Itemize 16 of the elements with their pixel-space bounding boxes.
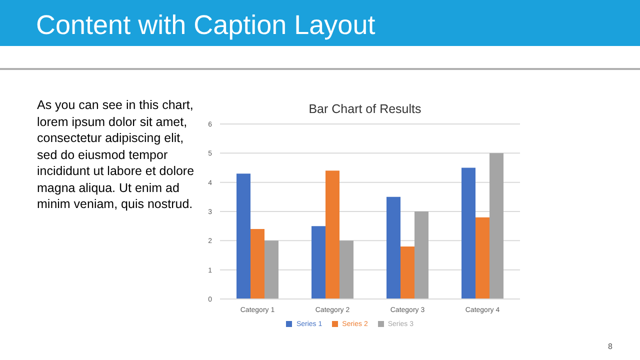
bar (490, 153, 504, 299)
bar (340, 240, 354, 299)
bar (476, 217, 490, 299)
bar (312, 226, 326, 299)
bar (414, 212, 428, 299)
bar (326, 170, 340, 299)
bar (250, 229, 264, 299)
text: 8 (608, 342, 612, 351)
chart-subtitle: Bar Chart of Results (308, 102, 422, 116)
chart-title: Content with Caption Layout (36, 10, 376, 41)
bar (236, 174, 250, 299)
text: As you can see in this chart, lorem ipsum dolor sit amet, consectetur adipiscing elit, sed do eiusmod tempor incididunt ut labore et dolore magna aliqua. Ut enim ad minim veniam, quis nostrud. (37, 97, 196, 212)
bar (386, 196, 400, 299)
bar (264, 240, 278, 299)
bar (400, 246, 414, 299)
bar (462, 168, 476, 299)
